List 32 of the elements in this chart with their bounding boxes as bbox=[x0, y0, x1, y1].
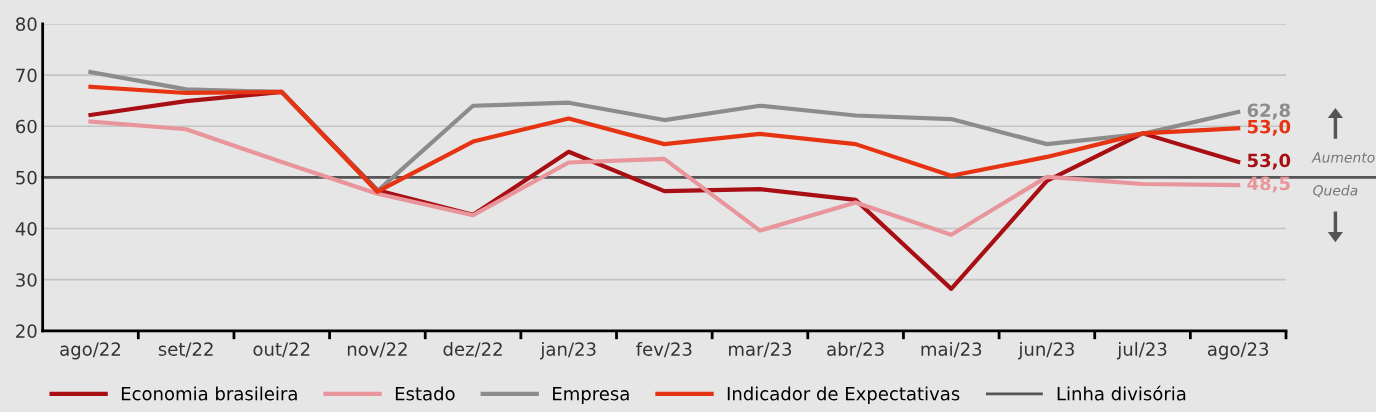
x-tick-label: jan/23 bbox=[540, 341, 596, 360]
y-tick-label: 50 bbox=[16, 170, 37, 185]
x-tick-label: set/22 bbox=[158, 342, 213, 358]
text: Queda bbox=[1313, 184, 1358, 198]
data-label: 48,5 bbox=[1247, 176, 1290, 193]
legend-label: Estado bbox=[395, 386, 455, 401]
x-tick-label: jul/23 bbox=[1116, 341, 1167, 360]
x-tick-label: mar/23 bbox=[729, 342, 792, 358]
x-tick-label: fev/23 bbox=[636, 341, 692, 358]
x-tick-label: jun/23 bbox=[1018, 341, 1074, 360]
text: Aumento bbox=[1311, 152, 1375, 163]
legend-label: Linha divisória bbox=[1057, 385, 1186, 401]
x-tick-label: ago/22 bbox=[60, 342, 120, 360]
y-tick-label: 80 bbox=[16, 17, 37, 32]
y-tick-label: 30 bbox=[16, 273, 37, 287]
x-tick-label: ago/23 bbox=[1207, 342, 1269, 360]
x-tick-label: dez/22 bbox=[443, 341, 502, 358]
legend-label: Indicador de Expectativas bbox=[727, 386, 960, 404]
x-tick-label: nov/22 bbox=[347, 342, 407, 358]
annotation: 53,0 bbox=[1247, 119, 1291, 136]
y-tick-label: 20 bbox=[16, 324, 37, 338]
x-tick-label: abr/23 bbox=[827, 341, 884, 358]
y-tick-label: 40 bbox=[15, 221, 37, 236]
x-tick-label: mai/23 bbox=[921, 341, 982, 358]
data-label: 53,0 bbox=[1247, 153, 1291, 170]
legend-label: Empresa bbox=[553, 387, 629, 404]
y-tick-label: 70 bbox=[16, 68, 37, 83]
y-tick-label: 60 bbox=[16, 119, 37, 134]
data-label: 62,8 bbox=[1247, 103, 1290, 120]
x-tick-label: out/22 bbox=[253, 342, 310, 358]
line-series bbox=[88, 119, 1241, 237]
legend-label: Economia brasileira bbox=[121, 386, 297, 401]
